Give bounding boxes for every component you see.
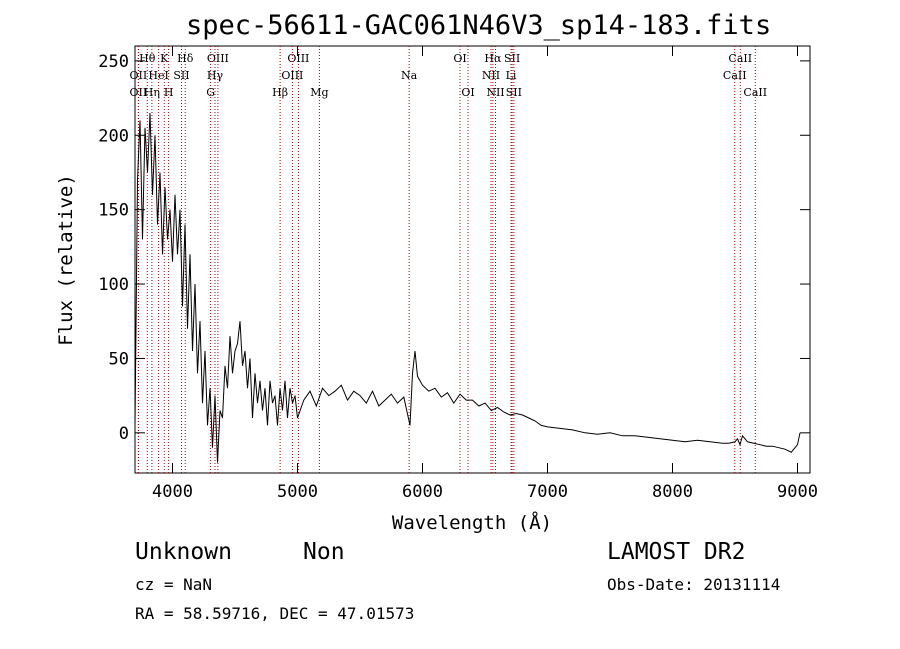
spectral-line-label: OIII xyxy=(207,52,229,65)
spectral-line-label: Hβ xyxy=(272,86,288,99)
y-tick-label: 100 xyxy=(98,275,129,295)
spectral-line-label: Li xyxy=(506,69,517,82)
spectral-line-label: OIII xyxy=(287,52,309,65)
spectral-line-label: HeI xyxy=(148,69,168,82)
spectral-line-label: H xyxy=(164,86,174,99)
spectral-line-label: Na xyxy=(401,69,418,82)
plot-frame xyxy=(134,45,811,474)
spectral-line-label: NII xyxy=(482,69,500,82)
spectral-line-label: SII xyxy=(506,86,522,99)
spectral-line-label: CaII xyxy=(728,52,752,65)
spectral-line-label: OI xyxy=(453,52,466,65)
x-tick-label: 7000 xyxy=(527,482,568,502)
y-axis-label: Flux (relative) xyxy=(55,174,77,346)
spectral-line-label: G xyxy=(206,86,215,99)
y-tick-label: 50 xyxy=(109,349,129,369)
spectral-line-label: Hα xyxy=(484,52,502,65)
spectral-line-label: Hθ xyxy=(139,52,156,65)
x-tick-label: 6000 xyxy=(402,482,443,502)
object-subclass: Non xyxy=(303,539,345,565)
observation-date: Obs-Date: 20131114 xyxy=(607,575,781,594)
spectral-line-label: CaII xyxy=(723,69,747,82)
spectral-line-label: Mg xyxy=(310,86,328,99)
spectral-line-label: OII xyxy=(130,69,148,82)
x-tick-label: 5000 xyxy=(277,482,318,502)
x-tick-label: 4000 xyxy=(152,482,193,502)
spectral-line-label: OIII xyxy=(281,69,303,82)
spectral-line-label: Hη xyxy=(144,86,160,99)
y-tick-label: 0 xyxy=(119,424,129,444)
y-tick-label: 200 xyxy=(98,126,129,146)
spectral-line-label: Hγ xyxy=(207,69,224,82)
axis-ticks: 4000 5000 6000 7000 8000 9000 0 50 100 150 200 250 xyxy=(98,46,818,502)
x-tick-label: 9000 xyxy=(777,482,818,502)
survey-name: LAMOST DR2 xyxy=(607,539,746,565)
spectral-line-label: OI xyxy=(461,86,474,99)
x-tick-label: 8000 xyxy=(652,482,693,502)
redshift-cz: cz = NaN xyxy=(135,575,213,594)
spectral-line-label: Hδ xyxy=(177,52,194,65)
spectrum-line xyxy=(134,112,801,463)
y-tick-label: 150 xyxy=(98,201,129,221)
ra-dec-coords: RA = 58.59716, DEC = 47.01573 xyxy=(135,604,415,623)
y-tick-label: 250 xyxy=(98,52,129,72)
spectral-line-label: SII xyxy=(504,52,520,65)
x-axis-label: Wavelength (Å) xyxy=(392,511,552,534)
spectral-line-label: SII xyxy=(173,69,189,82)
spectral-line-label: NII xyxy=(486,86,504,99)
spectral-line-label: K xyxy=(160,52,169,65)
spectral-line-label: OII xyxy=(130,86,148,99)
chart-title: spec-56611-GAC061N46V3_sp14-183.fits xyxy=(186,10,772,41)
spectral-line-label: CaII xyxy=(743,86,767,99)
object-class: Unknown xyxy=(135,539,232,565)
